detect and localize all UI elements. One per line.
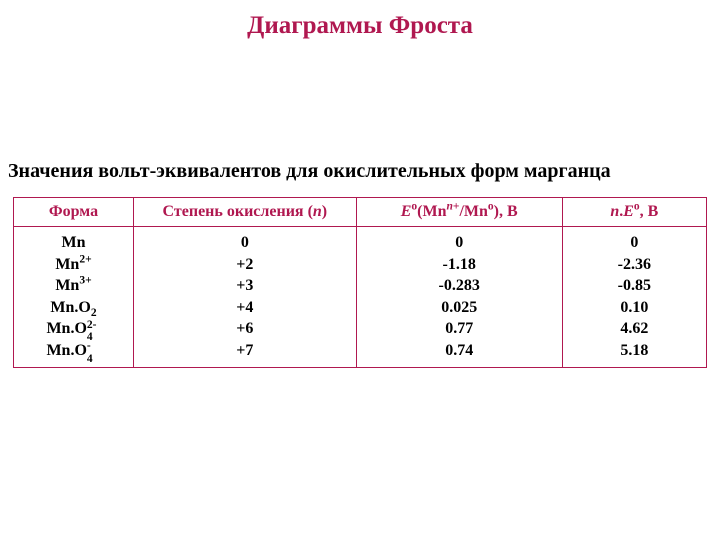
table-header-row: Форма Степень окисления (n) Eo(Mnn+/Mno)… xyxy=(14,198,707,227)
th-ox: Степень окисления (n) xyxy=(133,198,356,227)
th-e-mid: /Mn xyxy=(459,203,487,220)
th-forma: Форма xyxy=(14,198,134,227)
th-ox-pre: Степень окисления ( xyxy=(163,203,313,220)
page-title: Диаграммы Фроста xyxy=(0,0,720,40)
th-ne-n: n xyxy=(610,203,619,220)
cell-ox: 0+2+3+4+6+7 xyxy=(133,227,356,368)
data-table: Форма Степень окисления (n) Eo(Mnn+/Mno)… xyxy=(13,197,707,368)
table-row: MnMn2+Mn3+Mn.O2Mn.O2-4Mn.O-4 0+2+3+4+6+7… xyxy=(14,227,707,368)
cell-forma: MnMn2+Mn3+Mn.O2Mn.O2-4Mn.O-4 xyxy=(14,227,134,368)
th-e-open: (Mn xyxy=(417,203,446,220)
th-e-close: ), В xyxy=(494,203,518,220)
cell-ne: 0-2.36-0.850.104.625.18 xyxy=(562,227,706,368)
th-ne-post: , В xyxy=(640,203,659,220)
th-ox-var: n xyxy=(313,203,322,220)
th-e: Eo(Mnn+/Mno), В xyxy=(356,198,562,227)
th-ox-post: ) xyxy=(322,203,327,220)
th-e-E: E xyxy=(401,203,412,220)
cell-e: 0-1.18-0.2830.0250.770.74 xyxy=(356,227,562,368)
subtitle: Значения вольт-эквивалентов для окислите… xyxy=(0,160,720,183)
th-ne: n.Eo, В xyxy=(562,198,706,227)
th-ne-E: E xyxy=(623,203,634,220)
